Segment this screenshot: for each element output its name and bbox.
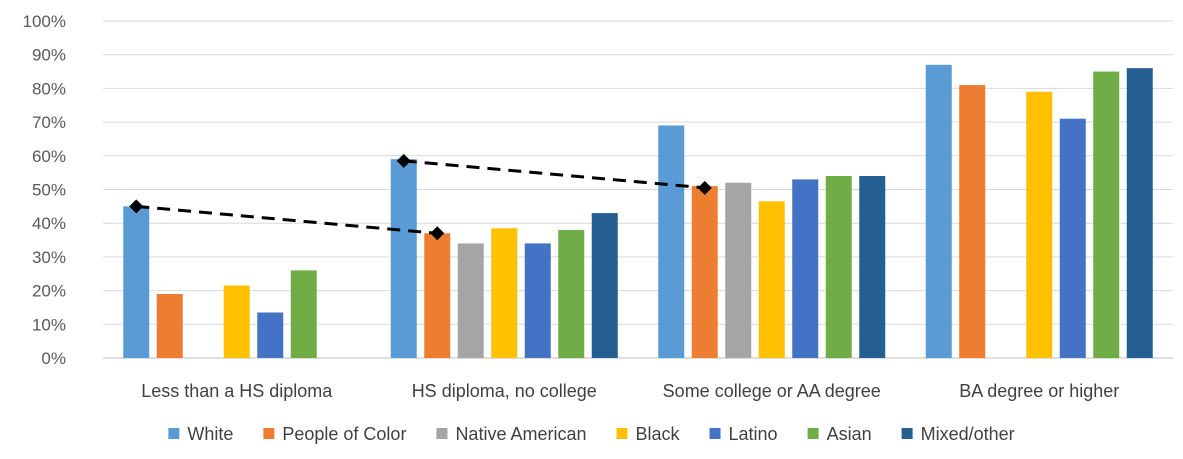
bar-latino [257, 312, 284, 358]
y-tick-label: 70% [32, 113, 66, 132]
y-axis: 0% 10% 20% 30% 40% 50% 60% 70% 80% 90% 100% [23, 12, 66, 368]
legend-label: Mixed/other [921, 424, 1015, 444]
legend-label: Asian [827, 424, 872, 444]
x-tick-label: Less than a HS diploma [141, 381, 333, 401]
x-tick-label: Some college or AA degree [663, 381, 881, 401]
bar-latino [792, 179, 819, 358]
bar-mixed-other [591, 213, 618, 358]
diamond-marker [697, 180, 712, 195]
legend-label: White [187, 424, 233, 444]
y-tick-label: 40% [32, 214, 66, 233]
bar-latino [1059, 118, 1086, 358]
y-tick-label: 90% [32, 46, 66, 65]
legend-swatch [168, 428, 180, 439]
bar-people-of-color [959, 85, 986, 358]
diamond-marker [129, 199, 144, 214]
y-tick-label: 30% [32, 248, 66, 267]
legend-swatch [807, 428, 819, 439]
bar-people-of-color [156, 293, 183, 358]
bar-white [658, 125, 685, 358]
bar-white [390, 159, 417, 358]
gridlines [103, 20, 1173, 359]
bar-asian [1093, 71, 1120, 359]
diamond-marker [396, 153, 411, 168]
bar-latino [524, 243, 551, 358]
x-axis: Less than a HS diploma HS diploma, no col… [141, 381, 1119, 401]
legend-swatch [901, 428, 913, 439]
bar-black [758, 201, 785, 358]
dashed-line [136, 204, 438, 235]
legend-swatch [709, 428, 721, 439]
y-tick-label: 0% [41, 349, 66, 368]
legend-label: Black [636, 424, 681, 444]
y-tick-label: 10% [32, 315, 66, 334]
legend-swatch [616, 428, 628, 439]
diamond-marker [430, 226, 445, 241]
dashed-lines [129, 153, 712, 241]
bar-mixed-other [1126, 68, 1153, 359]
bar-white [123, 206, 150, 358]
bar-native-american [725, 182, 752, 358]
bar-asian [825, 176, 852, 358]
x-tick-label: HS diploma, no college [412, 381, 597, 401]
legend-swatch [263, 428, 275, 439]
bar-black [1026, 91, 1053, 359]
bar-native-american [457, 243, 484, 358]
bar-black [491, 228, 518, 358]
bar-asian [290, 270, 317, 358]
y-tick-label: 100% [23, 12, 66, 31]
bar-people-of-color [424, 233, 451, 358]
x-tick-label: BA degree or higher [959, 381, 1119, 401]
legend-label: People of Color [282, 424, 406, 444]
legend-label: Native American [455, 424, 586, 444]
y-tick-label: 80% [32, 79, 66, 98]
bar-asian [558, 229, 585, 358]
bar-white [925, 64, 952, 358]
y-tick-label: 60% [32, 147, 66, 166]
bar-black [223, 285, 250, 358]
legend-label: Latino [729, 424, 778, 444]
legend: White People of Color Native American Black… [168, 424, 1015, 444]
legend-swatch [436, 428, 448, 439]
bars [123, 64, 1153, 359]
y-tick-label: 20% [32, 282, 66, 301]
dashed-line [403, 159, 705, 190]
bar-people-of-color [691, 186, 718, 358]
bar-mixed-other [859, 176, 886, 358]
y-tick-label: 50% [32, 181, 66, 200]
